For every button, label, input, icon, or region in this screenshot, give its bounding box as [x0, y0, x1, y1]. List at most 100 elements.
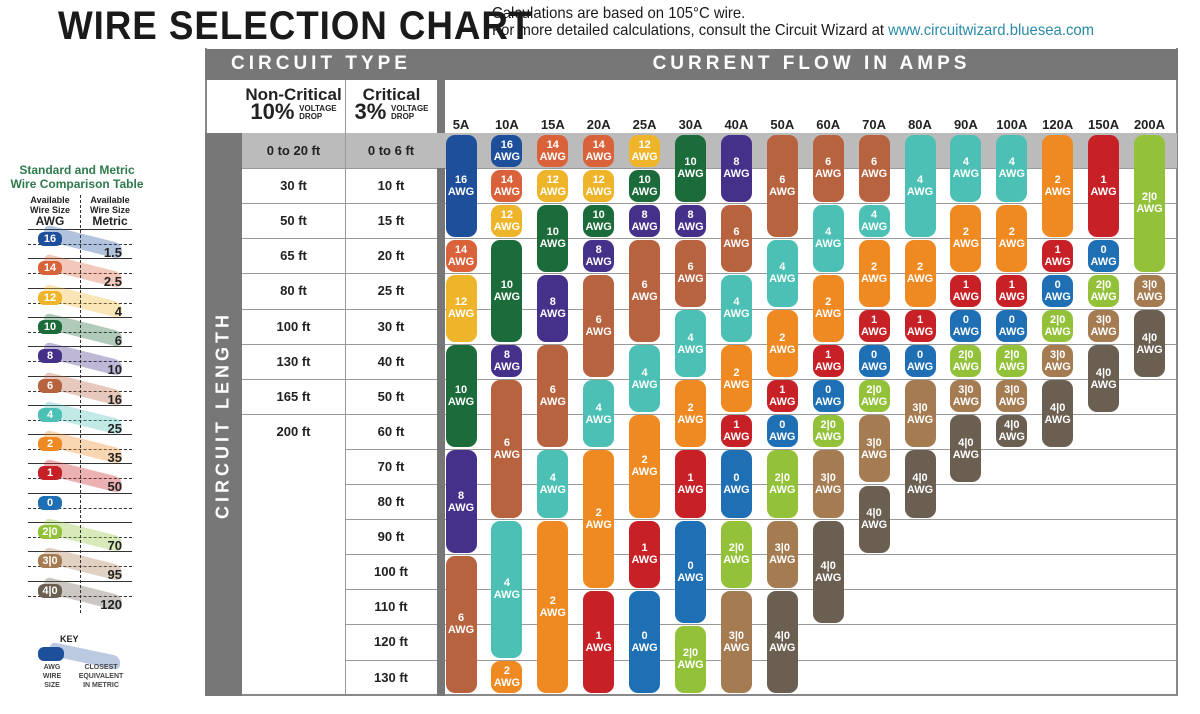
row-line [345, 343, 437, 345]
wire-8-awg-pill: 8 AWG [491, 345, 523, 378]
awg-unit: AWG [677, 571, 704, 584]
awg-unit: AWG [493, 290, 521, 303]
awg-unit: AWG [998, 361, 1025, 374]
awg-size: 12 [592, 173, 605, 186]
non-critical-drop: VOLTAGE DROP [299, 105, 336, 121]
awg-unit: AWG [493, 448, 521, 461]
awg-unit: AWG [585, 255, 612, 268]
legend-metric-value: 120 [100, 596, 122, 612]
awg-size: 6 [595, 314, 602, 327]
awg-size: 4|0 [866, 507, 882, 520]
drop-word1: VOLTAGE [391, 104, 429, 113]
awg-size: 8 [641, 208, 648, 221]
row-line [445, 554, 1177, 556]
row-line [242, 308, 345, 310]
awg-unit: AWG [815, 238, 842, 251]
awg-unit: AWG [631, 290, 658, 303]
awg-size: 0 [641, 629, 648, 642]
current-flow-header: CURRENT FLOW IN AMPS [445, 49, 1178, 80]
awg-unit: AWG [723, 168, 750, 181]
row-line [445, 589, 1177, 591]
awg-size: 4|0 [958, 436, 974, 449]
awg-size: 6 [641, 278, 648, 291]
wire-4-0-awg-pill: 4|0 AWG [1042, 380, 1074, 448]
awg-unit: AWG [1090, 326, 1117, 339]
circuit-wizard-link[interactable]: www.circuitwizard.bluesea.com [888, 22, 1095, 39]
row-line [445, 448, 1177, 450]
awg-size: 4 [687, 331, 694, 344]
h1: Available [30, 195, 70, 205]
row-line [445, 413, 1177, 415]
awg-size: 10 [684, 156, 697, 169]
row-critical-length: 130 ft [374, 669, 408, 685]
wire-4-awg-pill: 4 AWG [491, 520, 523, 658]
wire-14-awg-pill: 14 AWG [491, 169, 523, 202]
awg-size: 16 [454, 173, 468, 186]
awg-size: 2 [641, 454, 648, 467]
wire-1-awg-pill: 1 AWG [904, 310, 936, 343]
row-line [242, 238, 345, 240]
wire-2-awg-pill: 2 AWG [766, 310, 798, 378]
awg-size: 2 [503, 665, 510, 678]
awg-size: 4 [733, 296, 740, 309]
awg-size: 4 [962, 156, 969, 169]
wire-12-awg-pill: 12 AWG [445, 274, 477, 343]
legend-awg-pill: 3|0 [38, 554, 62, 569]
wire-4-awg-pill: 4 AWG [812, 204, 844, 272]
wire-4-0-awg-pill: 4|0 AWG [766, 590, 798, 694]
wire-12-awg-pill: 12 AWG [491, 204, 523, 237]
awg-unit: AWG [1136, 290, 1163, 303]
page-title: WIRE SELECTION CHART [58, 4, 533, 48]
row-critical-length: 100 ft [374, 564, 408, 580]
wire-4-0-awg-pill: 4|0 AWG [1134, 310, 1165, 378]
wire-2-0-awg-pill: 2|0 AWG [675, 625, 706, 694]
awg-unit: AWG [1044, 413, 1071, 426]
awg-size: 6 [733, 226, 740, 239]
awg-size: 2|0 [728, 542, 745, 555]
wire-2-0-awg-pill: 2|0 AWG [812, 415, 844, 448]
awg-unit: AWG [447, 501, 475, 514]
wire-0-awg-pill: 0 AWG [720, 450, 752, 518]
wire-4-awg-pill: 4 AWG [583, 380, 615, 448]
awg-unit: AWG [998, 290, 1025, 303]
amp-header-70A: 70A [862, 117, 887, 132]
wire-0-awg-pill: 0 AWG [629, 590, 661, 694]
wire-2-awg-pill: 2 AWG [812, 274, 844, 343]
legend-metric-value: 1.5 [103, 245, 122, 260]
row-line [345, 238, 437, 240]
wire-6-awg-pill: 6 AWG [491, 380, 523, 518]
wire-2-0-awg-pill: 2|0 AWG [766, 450, 798, 518]
awg-size: 4 [871, 208, 878, 221]
non-critical-pct: 10% [250, 99, 295, 124]
awg-unit: AWG [677, 413, 704, 426]
row-critical-length: 25 ft [377, 283, 405, 299]
wire-3-0-awg-pill: 3|0 AWG [1042, 345, 1074, 378]
wire-2-0-awg-pill: 2|0 AWG [1088, 274, 1120, 307]
h2: Wire Size [30, 205, 70, 215]
awg-unit: AWG [585, 185, 612, 198]
wire-10-awg-pill: 10 AWG [445, 345, 477, 448]
non-critical-header: Non-Critical 10% VOLTAGE DROP [242, 86, 345, 124]
awg-size: 0 [825, 384, 832, 397]
awg-size: 10 [592, 208, 605, 221]
awg-unit: AWG [906, 413, 934, 426]
legend-metric-value: 4 [114, 303, 122, 319]
row-line [242, 203, 345, 205]
legend-awg-pill: 2 [38, 437, 62, 452]
row-line [242, 343, 345, 345]
amp-header-10A: 10A [494, 117, 519, 132]
wire-6-awg-pill: 6 AWG [629, 239, 661, 343]
wire-2-awg-pill: 2 AWG [491, 661, 523, 694]
awg-unit: AWG [447, 396, 475, 409]
awg-size: 2 [549, 594, 556, 607]
awg-size: 1 [733, 419, 740, 432]
wire-1-awg-pill: 1 AWG [629, 520, 661, 588]
awg-unit: AWG [585, 641, 612, 654]
awg-size: 6 [503, 436, 510, 449]
awg-unit: AWG [1136, 343, 1163, 356]
row-noncritical-length: 130 ft [276, 353, 311, 369]
awg-size: 0 [1054, 278, 1061, 291]
wire-3-0-awg-pill: 3|0 AWG [996, 380, 1028, 413]
amp-header-200A: 200A [1133, 117, 1166, 132]
legend-title-2: Wire Comparison Table [10, 177, 144, 191]
